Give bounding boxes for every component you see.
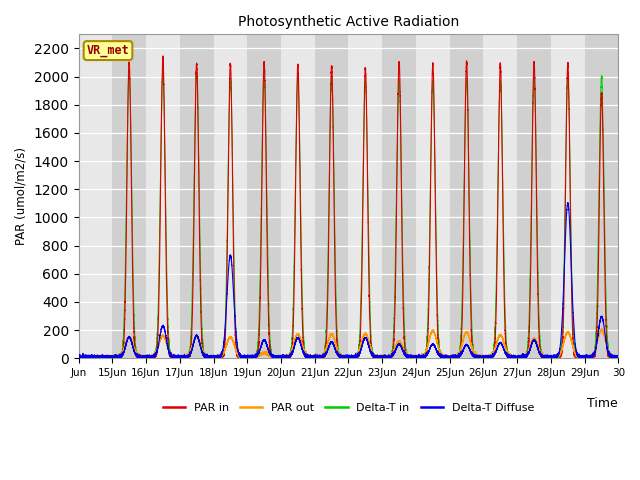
Legend: PAR in, PAR out, Delta-T in, Delta-T Diffuse: PAR in, PAR out, Delta-T in, Delta-T Dif… (158, 398, 539, 418)
Bar (247, 35, 281, 358)
Bar (551, 35, 585, 358)
X-axis label: Time: Time (587, 397, 618, 410)
Bar (79, 35, 112, 358)
Text: VR_met: VR_met (86, 44, 129, 57)
Bar (146, 35, 180, 358)
Bar (416, 35, 450, 358)
Title: Photosynthetic Active Radiation: Photosynthetic Active Radiation (238, 15, 459, 29)
Bar (585, 35, 618, 358)
Bar (180, 35, 214, 358)
Bar (382, 35, 416, 358)
Bar (315, 35, 349, 358)
Bar (214, 35, 247, 358)
Bar (281, 35, 315, 358)
Bar (517, 35, 551, 358)
Bar (349, 35, 382, 358)
Y-axis label: PAR (umol/m2/s): PAR (umol/m2/s) (15, 147, 28, 245)
Bar (483, 35, 517, 358)
Bar (450, 35, 483, 358)
Bar (112, 35, 146, 358)
